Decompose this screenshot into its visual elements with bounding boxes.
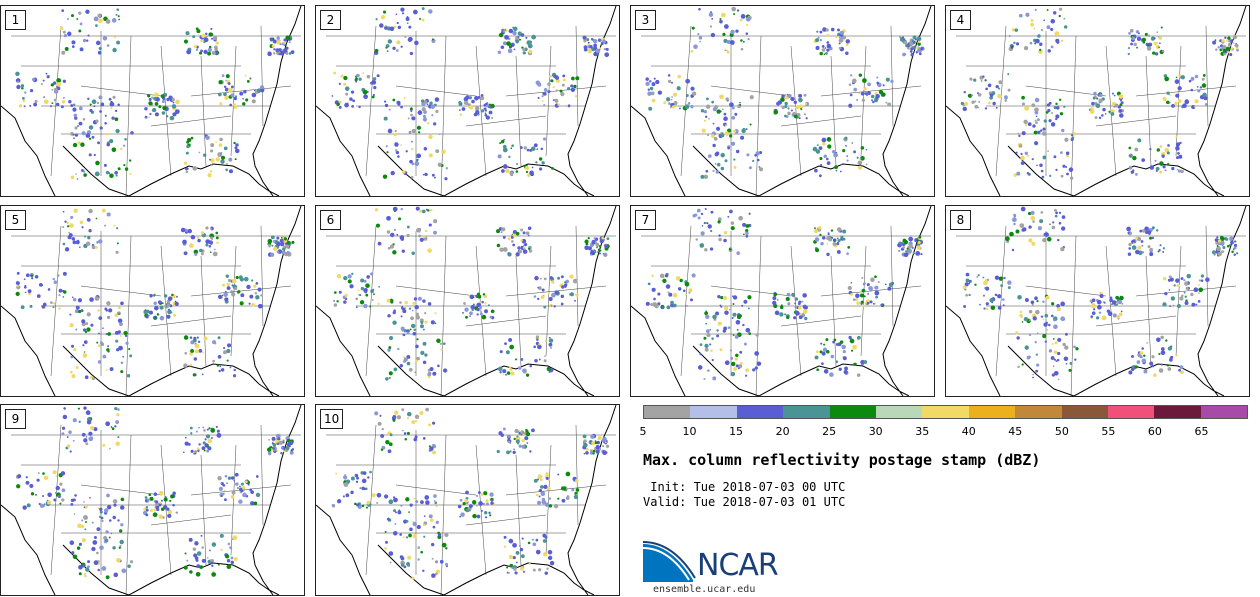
logo-wordmark: NCAR [697,548,779,583]
map-7 [631,206,932,396]
reflectivity-colorbar [643,405,1248,419]
map-3 [631,6,932,196]
colorbar-tick: 25 [822,425,837,438]
map-8 [946,206,1247,396]
member-label: 10 [320,409,344,429]
member-panel-8: 8 [945,205,1250,397]
member-panel-2: 2 [315,5,620,197]
colorbar-tick: 15 [729,425,744,438]
colorbar-segment [1154,406,1201,418]
map-10 [316,405,617,595]
member-panel-9: 9 [0,404,305,596]
colorbar-segment [1015,406,1062,418]
plot-title: Max. column reflectivity postage stamp (… [643,451,1041,469]
colorbar-tick: 65 [1194,425,1209,438]
colorbar-tick: 45 [1008,425,1023,438]
map-2 [316,6,617,196]
init-time: Init: Tue 2018-07-03 00 UTC [643,480,846,494]
member-label: 8 [950,210,971,230]
colorbar-segment [875,406,923,418]
colorbar-segment [1061,406,1108,418]
ncar-logo-icon [643,541,696,582]
colorbar-tick: 40 [961,425,976,438]
member-panel-5: 5 [0,205,305,397]
colorbar-tick: 10 [682,425,697,438]
member-label: 4 [950,10,971,30]
colorbar-segment [968,406,1016,418]
member-panel-4: 4 [945,5,1250,197]
member-label: 5 [5,210,26,230]
valid-time: Valid: Tue 2018-07-03 01 UTC [643,495,846,509]
site-url: ensemble.ucar.edu [653,584,756,595]
colorbar-segment [736,406,784,418]
member-panel-7: 7 [630,205,935,397]
member-label: 6 [320,210,341,230]
colorbar-segment [1200,406,1248,418]
map-9 [1,405,302,595]
colorbar-segment [829,406,876,418]
member-label: 3 [635,10,656,30]
member-label: 7 [635,210,656,230]
map-6 [316,206,617,396]
map-5 [1,206,302,396]
colorbar-tick: 20 [775,425,790,438]
colorbar-tick: 60 [1147,425,1162,438]
colorbar-segment [1107,406,1155,418]
member-label: 2 [320,10,341,30]
colorbar-tick: 35 [915,425,930,438]
colorbar-tick: 30 [868,425,883,438]
colorbar-tick-labels: 5 10 15 20 25 30 35 40 45 50 55 60 65 [639,425,1248,439]
colorbar-segment [783,406,830,418]
colorbar-segment [690,406,737,418]
member-label: 1 [5,10,26,30]
member-label: 9 [5,409,26,429]
member-panel-3: 3 [630,5,935,197]
member-panel-10: 10 [315,404,620,596]
colorbar-tick: 5 [639,425,647,438]
colorbar-tick: 55 [1101,425,1116,438]
member-panel-1: 1 [0,5,305,197]
colorbar-tick: 50 [1054,425,1069,438]
map-4 [946,6,1247,196]
colorbar-segment [922,406,969,418]
colorbar-segment [644,406,691,418]
map-1 [1,6,302,196]
member-panel-6: 6 [315,205,620,397]
